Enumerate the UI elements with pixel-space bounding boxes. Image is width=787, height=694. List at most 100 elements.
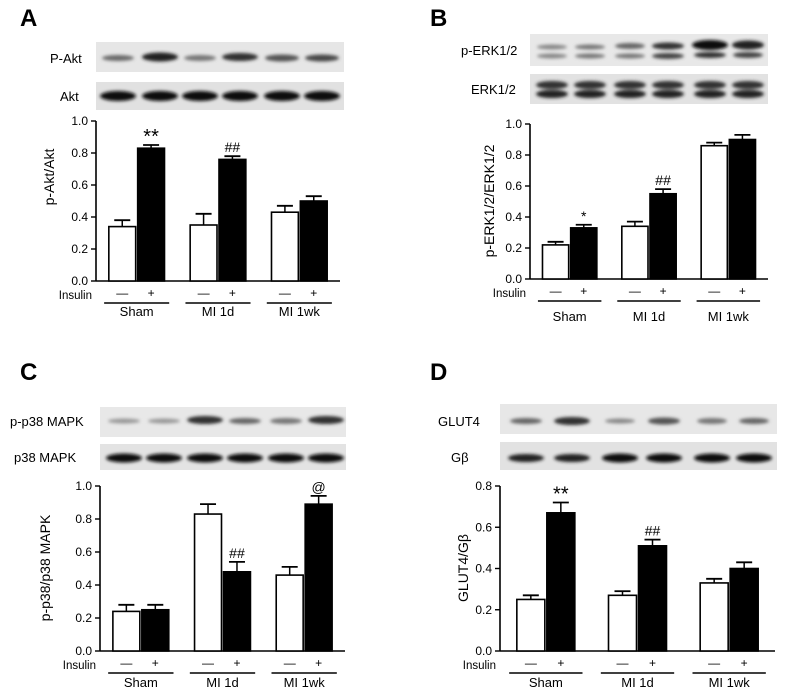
treatment-plus-sign: +: [557, 656, 564, 670]
group-label: Sham: [120, 304, 154, 319]
blot-band: [308, 453, 344, 463]
y-axis-label: GLUT4/Gβ: [455, 534, 471, 602]
blot-strip-a-2: [96, 82, 344, 110]
significance-annotation: ##: [645, 523, 661, 539]
y-tick-label: 0.6: [71, 178, 88, 192]
bar-insulin: [222, 570, 252, 652]
blot-label-d-1: GLUT4: [438, 414, 480, 429]
bar-insulin: [729, 567, 759, 652]
treatment-plus-sign: +: [310, 286, 317, 300]
bar-insulin: [546, 512, 576, 652]
blot-band: [732, 40, 764, 50]
treatment-plus-sign: +: [649, 656, 656, 670]
blot-band: [270, 418, 302, 424]
bar-control: [193, 513, 223, 652]
y-tick-label: 1.0: [505, 117, 522, 131]
blot-strip-a-1: [96, 42, 344, 72]
treatment-minus-sign: —: [525, 656, 537, 670]
bar-insulin: [728, 138, 757, 280]
blot-band: [733, 52, 763, 58]
y-tick-label: 0.2: [75, 611, 92, 625]
blot-band: [508, 454, 544, 462]
blot-label-a-2: Akt: [60, 89, 79, 104]
bar-insulin: [136, 147, 166, 282]
y-tick-label: 0.6: [475, 520, 492, 534]
treatment-plus-sign: +: [741, 656, 748, 670]
panel-letter-a: A: [20, 5, 37, 32]
bar-control: [700, 144, 729, 280]
blot-band: [268, 453, 304, 463]
treatment-plus-sign: +: [315, 656, 322, 670]
blot-label-a-1: P-Akt: [50, 51, 82, 66]
treatment-label: Insulin: [493, 288, 526, 300]
significance-annotation: *: [581, 208, 587, 224]
bar-insulin: [637, 545, 668, 652]
blot-band: [652, 42, 684, 50]
significance-annotation: ##: [225, 139, 241, 155]
panel-letter-b: B: [430, 5, 447, 32]
blot-band: [732, 81, 764, 89]
y-tick-label: 0.2: [475, 603, 492, 617]
bar-insulin: [141, 608, 170, 652]
bar-control: [516, 598, 546, 652]
blot-band: [739, 418, 769, 424]
treatment-minus-sign: —: [629, 284, 641, 298]
treatment-minus-sign: —: [550, 284, 562, 298]
blot-band: [694, 52, 726, 58]
y-tick-label: 0.8: [71, 146, 88, 160]
treatment-plus-sign: +: [580, 284, 587, 298]
bar-control: [607, 594, 638, 652]
blot-band: [108, 418, 140, 424]
blot-band: [554, 417, 590, 425]
bar-chart-a: 0.0 0.2 0.4 0.6 0.8 1.0 p-Akt/Akt ** — + Sham ## — + M…: [41, 114, 340, 319]
blot-band: [537, 53, 567, 59]
blot-label-d-2: Gβ: [451, 450, 469, 465]
bar-chart-c: 0.0 0.2 0.4 0.6 0.8 1.0 p-p38/p38 MAPK — + Sham ##…: [37, 479, 345, 690]
group-label: MI 1d: [633, 309, 666, 324]
group-label: Sham: [529, 675, 563, 690]
blot-band: [182, 91, 218, 101]
y-tick-label: 0.8: [475, 479, 492, 493]
significance-annotation: **: [553, 484, 569, 506]
treatment-minus-sign: —: [120, 656, 132, 670]
panel-letter-c: C: [20, 359, 37, 386]
blot-band: [184, 55, 216, 61]
bar-chart-d: 0.0 0.2 0.4 0.6 0.8 GLUT4/Gβ ** — + Sham ## — + MI 1d…: [455, 479, 775, 690]
treatment-minus-sign: —: [116, 286, 128, 300]
treatment-plus-sign: +: [152, 656, 159, 670]
blot-label-b-2: ERK1/2: [471, 82, 516, 97]
bar-insulin: [569, 227, 598, 280]
blot-band: [605, 418, 635, 424]
treatment-minus-sign: —: [617, 656, 629, 670]
blot-band: [614, 81, 646, 89]
blot-band: [142, 52, 178, 62]
blot-band: [694, 90, 726, 98]
bar-insulin: [304, 503, 333, 652]
blot-band: [574, 81, 606, 89]
blot-band: [187, 453, 223, 463]
blot-band: [697, 418, 727, 424]
blot-band: [106, 453, 142, 463]
y-tick-label: 0.0: [75, 644, 92, 658]
blot-band: [615, 43, 645, 49]
treatment-plus-sign: +: [660, 284, 667, 298]
blot-band: [222, 53, 258, 61]
y-tick-label: 0.2: [505, 241, 522, 255]
blot-band: [536, 90, 568, 98]
y-tick-label: 0.4: [71, 210, 88, 224]
blot-band: [305, 54, 339, 62]
significance-annotation: **: [143, 126, 159, 148]
group-label: Sham: [553, 309, 587, 324]
treatment-plus-sign: +: [739, 284, 746, 298]
blot-strip-d-1: [500, 404, 777, 434]
blot-band: [614, 90, 646, 98]
blot-band: [222, 91, 258, 101]
bar-control: [112, 610, 141, 652]
y-axis-label: p-ERK1/2/ERK1/2: [481, 144, 497, 257]
blot-band: [652, 90, 684, 98]
blot-band: [575, 44, 605, 50]
treatment-minus-sign: —: [708, 656, 720, 670]
blot-band: [602, 453, 638, 463]
bar-insulin: [649, 192, 677, 280]
blot-band: [648, 417, 680, 425]
